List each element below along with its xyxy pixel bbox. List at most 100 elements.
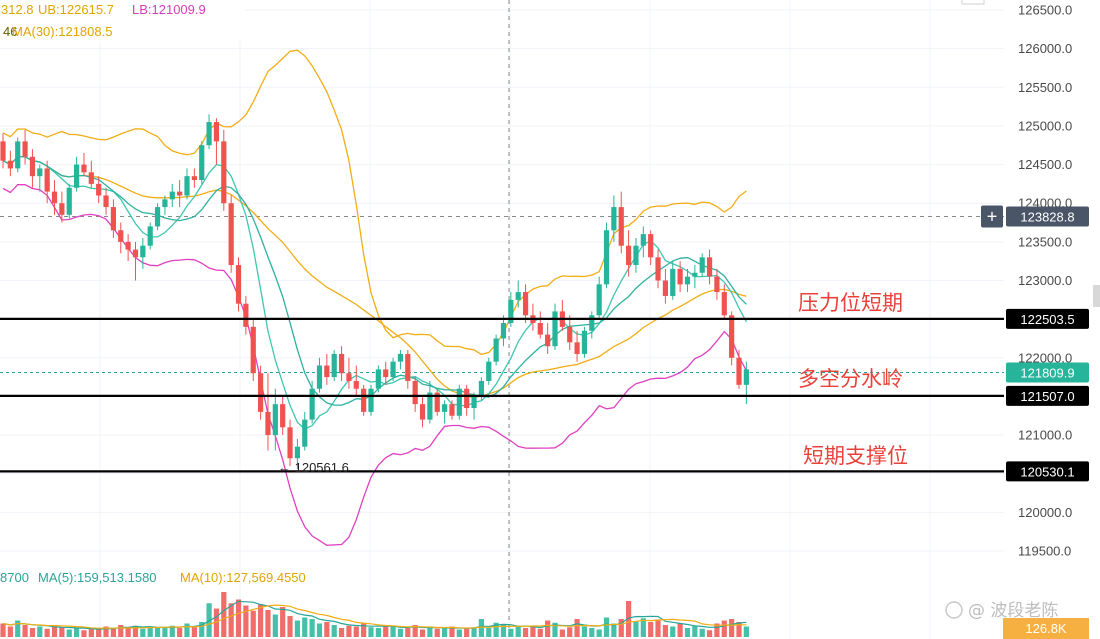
volume-bar [353,626,359,637]
axis-tick-label: 124500.0 [1018,157,1072,172]
candle-body [633,245,639,266]
candle-body [302,419,308,447]
candle-body [405,353,411,381]
annotation-support: 短期支撑位 [803,444,908,468]
candle-body [221,141,227,204]
volume-bar [221,592,227,637]
candle-body [338,353,345,374]
volume-bar [464,628,470,637]
volume-bar [648,622,654,637]
candle-body [522,292,529,316]
candle-body [346,373,352,381]
candle-body [611,207,617,231]
candle-body [74,164,80,188]
volume-bar [66,629,72,637]
volume-bar [81,630,87,637]
add-alert-button[interactable] [981,205,1003,228]
candle-body [434,392,440,412]
volume-bar [537,628,543,637]
volume-bar [368,627,374,637]
candle-body [140,245,146,258]
ma12-line [2,156,747,406]
candle-body [603,230,610,285]
candle-body [464,388,470,409]
volume-bar [478,619,484,637]
volume-bar [7,626,13,637]
volume-bar [103,626,109,637]
candle-body [37,168,43,177]
legend-background [0,0,245,42]
candle-body [22,141,28,157]
level-price-tag-2-bg [1006,461,1089,482]
volume-bar [162,627,168,637]
candle-body [294,446,300,459]
candle-body [368,388,374,412]
candle-body [692,272,698,277]
candle-body [118,230,124,242]
candle-body [508,299,514,324]
candle-body [662,280,668,296]
candle-body [243,303,249,327]
candle-body [714,276,720,293]
volume-bar [287,616,293,637]
volume-bar [559,629,565,637]
candle-body [537,323,543,335]
low-price-marker: ← 120561.6 [278,460,349,475]
volume-bar [309,619,315,637]
volume-legend-ma10: MA(10):127,569.4550 [180,570,306,585]
volume-bar [302,617,308,637]
candle-body [456,388,462,416]
volume-bar [118,625,124,637]
volume-legend: 8700 MA(5):159,513.1580 MA(10):127,569.4… [0,570,306,585]
volume-bar [500,625,507,637]
level-price-tag-1-bg [1006,385,1089,406]
candle-body [81,164,87,173]
annotation-watershed: 多空分水岭 [798,367,903,391]
volume-bar [191,627,197,637]
ma7-line [2,156,747,430]
volume-bar [316,623,323,637]
candle-body [442,404,448,412]
volume-bar [427,627,433,637]
volume-bar [132,625,139,637]
volume-bar [670,626,676,637]
volume-bar [589,628,595,637]
candle-body [184,176,190,196]
volume-bar [611,623,617,637]
scale-toggle-button[interactable] [961,0,985,5]
candle-body [44,168,50,192]
candle-body [618,207,624,246]
volume-bar [574,619,580,637]
volume-bar [29,628,36,637]
volume-bar [743,626,749,637]
volume-tag-label: 126.8K [1025,621,1067,636]
candle-body [729,315,735,358]
candle-body [235,265,242,304]
volume-bar [88,628,94,637]
volume-bar [258,604,264,637]
candle-body [545,334,551,347]
plus-icon[interactable]: + [987,206,998,226]
scroll-handle[interactable] [1093,285,1100,307]
candle-body [486,361,492,381]
price-axis[interactable]: 119500.0120000.0120500.0121000.0121500.0… [981,0,1100,639]
candle-body [199,145,205,181]
volume-bar [177,628,183,637]
candle-body [626,245,632,266]
axis-tick-label: 126000.0 [1018,41,1072,56]
candles-group [0,114,749,469]
candle-body [169,191,175,200]
volume-bar [140,628,146,637]
volume-bar [110,628,116,637]
horizontal-levels[interactable] [0,317,1004,473]
candle-body [125,241,131,250]
volume-bar [434,628,440,637]
axis-tick-label: 122000.0 [1018,350,1072,365]
volume-ma5-line [2,600,747,630]
volume-bar [581,626,588,637]
candle-body [59,203,65,215]
candle-body [162,199,168,208]
volume-bar [125,627,131,637]
candle-body [471,396,477,409]
